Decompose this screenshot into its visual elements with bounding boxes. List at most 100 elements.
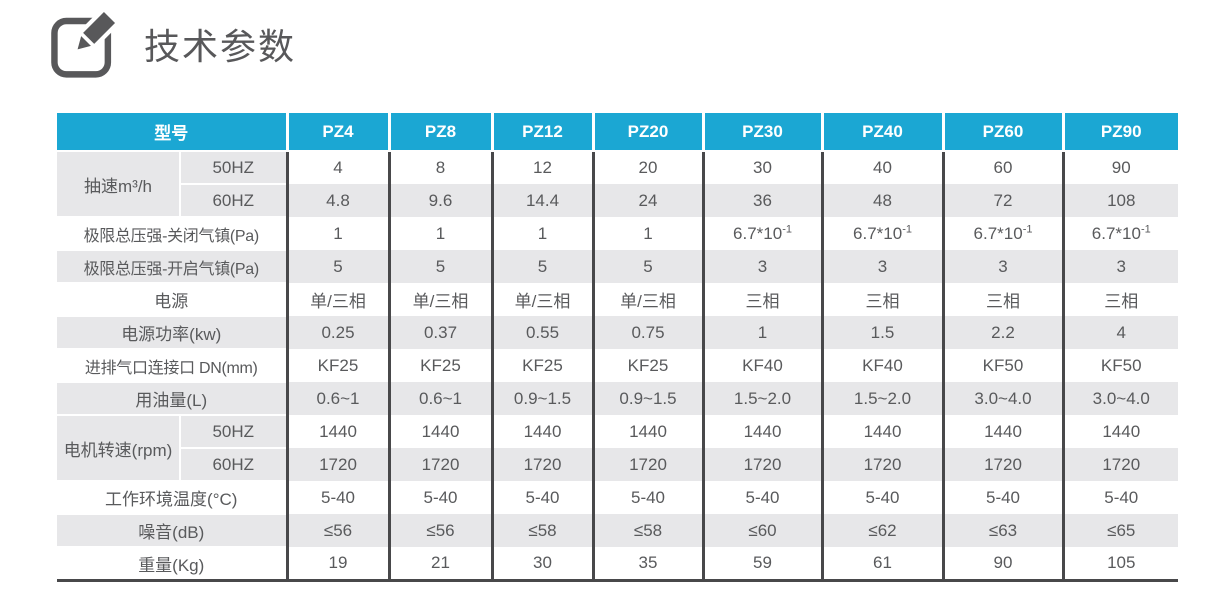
spec-table-body: 抽速m³/h 50HZ 4 8 12 20 30 40 60 90 60HZ 4.8 9.6 14.4 24… <box>57 150 1178 582</box>
data-cell: 5 <box>490 250 593 283</box>
data-cell: 19 <box>285 547 389 582</box>
data-cell: 1.5~2.0 <box>701 382 822 415</box>
data-cell: 48 <box>820 184 943 217</box>
data-cell: KF25 <box>591 349 703 382</box>
data-cell: 1720 <box>701 448 822 481</box>
row-frequency-label: 60HZ <box>179 183 287 217</box>
data-cell: 0.9~1.5 <box>591 382 703 415</box>
data-cell: 4 <box>1061 316 1178 349</box>
data-cell: 5 <box>591 250 703 283</box>
data-cell: 6.7*10-1 <box>820 217 943 250</box>
row-label: 噪音(dB) <box>57 513 287 547</box>
data-cell: 1720 <box>591 448 703 481</box>
data-cell: 1 <box>285 217 389 250</box>
model-column-header: PZ12 <box>490 113 593 152</box>
data-cell: 5-40 <box>591 481 703 514</box>
data-cell: 59 <box>701 547 822 582</box>
row-label: 极限总压强-开启气镇(Pa) <box>57 249 287 283</box>
data-cell: 90 <box>1061 151 1178 184</box>
data-cell: KF40 <box>820 349 943 382</box>
table-row: 60HZ 4.8 9.6 14.4 24 36 48 72 108 <box>57 183 1178 217</box>
data-cell: 40 <box>820 151 943 184</box>
data-cell: 1 <box>490 217 593 250</box>
data-cell: 35 <box>591 547 703 582</box>
data-cell: 61 <box>820 547 943 582</box>
data-cell: KF50 <box>941 349 1063 382</box>
data-cell: 1 <box>591 217 703 250</box>
data-cell: 24 <box>591 184 703 217</box>
data-cell: 5-40 <box>701 481 822 514</box>
table-row: 电源 单/三相 单/三相 单/三相 单/三相 三相 三相 三相 三相 <box>57 282 1178 316</box>
data-cell: ≤63 <box>941 514 1063 547</box>
table-header-row: 型号 PZ4 PZ8 PZ12 PZ20 PZ30 PZ40 PZ60 PZ90 <box>57 113 1178 152</box>
row-label: 工作环境温度(°C) <box>57 480 287 514</box>
data-cell: ≤56 <box>285 514 389 547</box>
table-row: 用油量(L) 0.6~1 0.6~1 0.9~1.5 0.9~1.5 1.5~2.0 1.5… <box>57 381 1178 415</box>
data-cell: 1440 <box>285 415 389 448</box>
data-cell: 1440 <box>591 415 703 448</box>
page: 技术参数 型号 PZ4 PZ8 PZ12 PZ20 PZ30 PZ40 PZ60 PZ90 抽速… <box>51 11 1178 582</box>
data-cell: 5 <box>387 250 492 283</box>
table-row: 工作环境温度(°C) 5-40 5-40 5-40 5-40 5-40 5-40 5-40 5-… <box>57 480 1178 514</box>
model-column-header: PZ20 <box>591 113 703 152</box>
data-cell: 1720 <box>820 448 943 481</box>
model-column-header: PZ8 <box>387 113 492 152</box>
data-cell: 单/三相 <box>285 283 389 316</box>
data-cell: 1440 <box>1061 415 1178 448</box>
data-cell: 3.0~4.0 <box>1061 382 1178 415</box>
model-corner-header: 型号 <box>57 113 287 152</box>
data-cell: 5-40 <box>285 481 389 514</box>
data-cell: 3 <box>1061 250 1178 283</box>
data-cell: 1720 <box>490 448 593 481</box>
data-cell: 0.6~1 <box>387 382 492 415</box>
data-cell: 1.5 <box>820 316 943 349</box>
row-label: 用油量(L) <box>57 381 287 415</box>
model-column-header: PZ90 <box>1061 113 1178 152</box>
data-cell: 0.75 <box>591 316 703 349</box>
row-frequency-label: 50HZ <box>179 414 287 448</box>
table-row: 60HZ 1720 1720 1720 1720 1720 1720 1720 1720 <box>57 447 1178 481</box>
table-row: 电源功率(kw) 0.25 0.37 0.55 0.75 1 1.5 2.2 4 <box>57 315 1178 349</box>
data-cell: 0.9~1.5 <box>490 382 593 415</box>
data-cell: 1 <box>387 217 492 250</box>
table-row: 极限总压强-关闭气镇(Pa) 1 1 1 1 6.7*10-1 6.7*10-1 6.7*10… <box>57 216 1178 250</box>
data-cell: 6.7*10-1 <box>701 217 822 250</box>
data-cell: 单/三相 <box>591 283 703 316</box>
data-cell: 1.5~2.0 <box>820 382 943 415</box>
data-cell: 0.6~1 <box>285 382 389 415</box>
data-cell: 0.25 <box>285 316 389 349</box>
data-cell: 2.2 <box>941 316 1063 349</box>
table-row: 进排气口连接口 DN(mm) KF25 KF25 KF25 KF25 KF40 KF40 KF… <box>57 348 1178 382</box>
data-cell: 3 <box>941 250 1063 283</box>
data-cell: 1440 <box>490 415 593 448</box>
table-row: 抽速m³/h 50HZ 4 8 12 20 30 40 60 90 <box>57 150 1178 217</box>
data-cell: 单/三相 <box>490 283 593 316</box>
data-cell: 3 <box>701 250 822 283</box>
row-label: 电源 <box>57 282 287 316</box>
data-cell: ≤58 <box>490 514 593 547</box>
data-cell: 4.8 <box>285 184 389 217</box>
data-cell: 单/三相 <box>387 283 492 316</box>
data-cell: 90 <box>941 547 1063 582</box>
table-row: 重量(Kg) 19 21 30 35 59 61 90 105 <box>57 546 1178 582</box>
table-row: 极限总压强-开启气镇(Pa) 5 5 5 5 3 3 3 3 <box>57 249 1178 283</box>
data-cell: 14.4 <box>490 184 593 217</box>
data-cell: 1440 <box>387 415 492 448</box>
table-row: 电机转速(rpm) 50HZ 1440 1440 1440 1440 1440 1440 144… <box>57 414 1178 481</box>
data-cell: KF40 <box>701 349 822 382</box>
data-cell: ≤65 <box>1061 514 1178 547</box>
data-cell: 5-40 <box>820 481 943 514</box>
model-column-header: PZ4 <box>285 113 389 152</box>
data-cell: 6.7*10-1 <box>941 217 1063 250</box>
data-cell: 1720 <box>941 448 1063 481</box>
data-cell: 1440 <box>701 415 822 448</box>
data-cell: 6.7*10-1 <box>1061 217 1178 250</box>
data-cell: 1720 <box>285 448 389 481</box>
data-cell: 30 <box>490 547 593 582</box>
data-cell: 60 <box>941 151 1063 184</box>
data-cell: ≤58 <box>591 514 703 547</box>
data-cell: 三相 <box>701 283 822 316</box>
row-label: 极限总压强-关闭气镇(Pa) <box>57 216 287 250</box>
data-cell: 4 <box>285 151 389 184</box>
model-column-header: PZ60 <box>941 113 1063 152</box>
